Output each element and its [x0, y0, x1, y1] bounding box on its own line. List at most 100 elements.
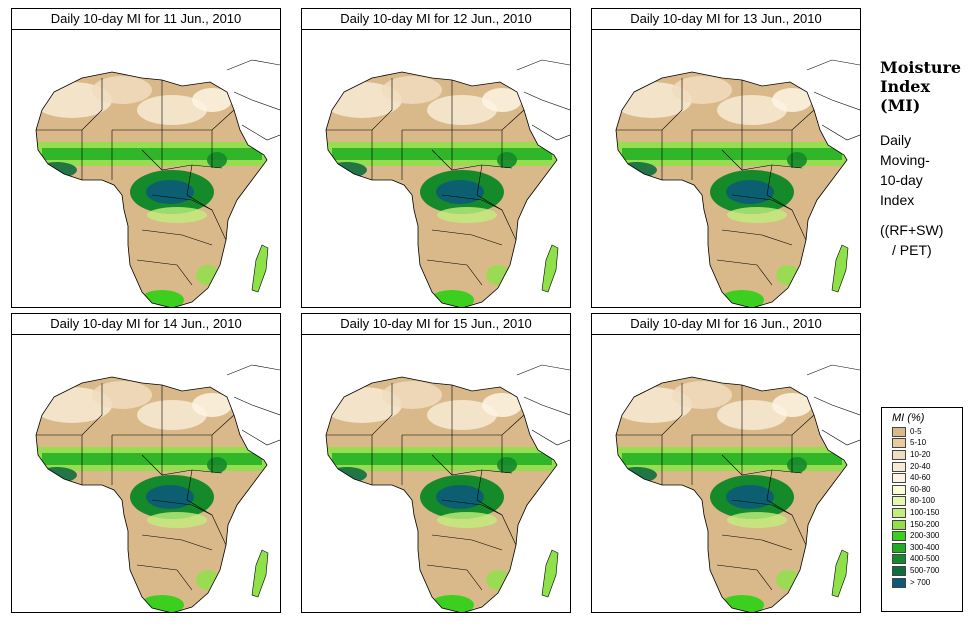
middle-east-outline [226, 59, 280, 141]
heading-line: Moisture [880, 58, 962, 77]
map-panel: Daily 10-day MI for 15 Jun., 2010 [301, 313, 571, 613]
country-borders [326, 383, 525, 591]
legend-swatch [892, 554, 906, 565]
country-borders [36, 383, 235, 591]
africa-map [301, 30, 571, 308]
madagascar [541, 244, 559, 293]
middle-east-outline [806, 59, 860, 141]
legend-swatch [892, 484, 906, 495]
legend-items: 0-5 5-10 10-20 20-40 40-60 60-80 80-100 100-150… [882, 426, 962, 588]
africa-map [591, 30, 861, 308]
index-description: Daily Moving- 10-day Index [880, 130, 970, 210]
moisture-field [616, 76, 847, 307]
heading-line: Index [880, 77, 931, 96]
legend-item: 60-80 [882, 484, 962, 496]
legend-label: 80-100 [910, 496, 935, 506]
country-borders [36, 78, 235, 286]
africa-map-svg [35, 59, 280, 307]
middle-east-outline [516, 364, 570, 446]
country-borders [616, 383, 815, 591]
heading-line: (MI) [880, 96, 921, 115]
map-panel: Daily 10-day MI for 12 Jun., 2010 [301, 8, 571, 308]
legend-label: > 700 [910, 577, 931, 587]
index-heading: Moisture Index (MI) [880, 58, 970, 115]
madagascar [831, 549, 849, 598]
legend-label: 400-500 [910, 554, 940, 564]
africa-map [11, 335, 281, 613]
legend-label: 5-10 [910, 438, 927, 448]
legend-item: 100-150 [882, 507, 962, 519]
panel-title: Daily 10-day MI for 16 Jun., 2010 [591, 313, 861, 335]
legend-item: 400-500 [882, 554, 962, 566]
legend-item: 40-60 [882, 472, 962, 484]
africa-map-svg [325, 59, 570, 307]
legend-swatch [892, 577, 906, 588]
legend-item: 80-100 [882, 496, 962, 508]
madagascar [831, 244, 849, 293]
panel-title: Daily 10-day MI for 11 Jun., 2010 [11, 8, 281, 30]
panel-title: Daily 10-day MI for 15 Jun., 2010 [301, 313, 571, 335]
legend-item: 300-400 [882, 542, 962, 554]
panel-title: Daily 10-day MI for 14 Jun., 2010 [11, 313, 281, 335]
legend-swatch [892, 507, 906, 518]
legend-item: 5-10 [882, 438, 962, 450]
africa-map-svg [615, 364, 860, 612]
legend-swatch [892, 496, 906, 507]
legend-item: > 700 [882, 577, 962, 589]
map-panel: Daily 10-day MI for 11 Jun., 2010 [11, 8, 281, 308]
formula-line: ((RF+SW) [880, 222, 944, 238]
legend-label: 0-5 [910, 426, 922, 436]
madagascar [251, 549, 269, 598]
legend-item: 10-20 [882, 449, 962, 461]
legend-label: 40-60 [910, 473, 931, 483]
map-panel: Daily 10-day MI for 16 Jun., 2010 [591, 313, 861, 613]
formula-line: / PET) [892, 242, 932, 258]
legend-item: 200-300 [882, 530, 962, 542]
legend-title: MI (%) [892, 412, 925, 424]
legend-label: 60-80 [910, 484, 931, 494]
moisture-field [36, 381, 267, 612]
country-borders [326, 78, 525, 286]
legend-label: 100-150 [910, 507, 940, 517]
africa-map-svg [35, 364, 280, 612]
panel-title: Daily 10-day MI for 13 Jun., 2010 [591, 8, 861, 30]
description-line: 10-day [880, 172, 923, 188]
index-formula: ((RF+SW) / PET) [880, 220, 970, 260]
legend-swatch [892, 461, 906, 472]
madagascar [541, 549, 559, 598]
legend-swatch [892, 473, 906, 484]
legend-label: 200-300 [910, 531, 940, 541]
legend-swatch [892, 438, 906, 449]
map-panel: Daily 10-day MI for 14 Jun., 2010 [11, 313, 281, 613]
africa-map [591, 335, 861, 613]
legend-swatch [892, 542, 906, 553]
africa-map-svg [325, 364, 570, 612]
legend-swatch [892, 531, 906, 542]
description-line: Daily [880, 132, 912, 148]
middle-east-outline [226, 364, 280, 446]
legend-swatch [892, 565, 906, 576]
middle-east-outline [806, 364, 860, 446]
description-line: Moving- [880, 152, 930, 168]
legend-swatch [892, 449, 906, 460]
middle-east-outline [516, 59, 570, 141]
description-line: Index [880, 192, 915, 208]
africa-map-svg [615, 59, 860, 307]
moisture-field [36, 76, 267, 307]
legend-label: 150-200 [910, 519, 940, 529]
country-borders [616, 78, 815, 286]
legend-swatch [892, 426, 906, 437]
legend-label: 10-20 [910, 449, 931, 459]
panel-title: Daily 10-day MI for 12 Jun., 2010 [301, 8, 571, 30]
legend-item: 20-40 [882, 461, 962, 473]
legend-swatch [892, 519, 906, 530]
legend-label: 500-700 [910, 565, 940, 575]
africa-map [11, 30, 281, 308]
africa-map [301, 335, 571, 613]
legend-item: 0-5 [882, 426, 962, 438]
legend-label: 20-40 [910, 461, 931, 471]
map-panel: Daily 10-day MI for 13 Jun., 2010 [591, 8, 861, 308]
legend-item: 500-700 [882, 565, 962, 577]
legend: MI (%) 0-5 5-10 10-20 20-40 40-60 60-80 80-100… [881, 407, 963, 612]
legend-label: 300-400 [910, 542, 940, 552]
